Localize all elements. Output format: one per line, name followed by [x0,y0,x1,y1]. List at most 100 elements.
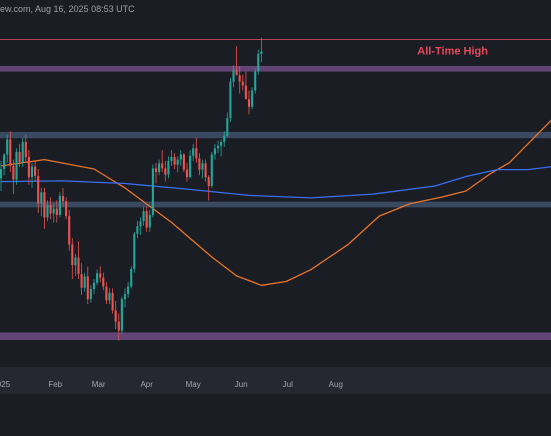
candle [96,269,99,286]
candle [216,140,220,154]
candle [12,159,15,195]
candle [182,153,185,173]
candle [123,288,127,308]
candle-body [142,211,145,222]
candle-body [145,211,148,228]
candle-body [40,192,43,204]
candle [114,301,117,330]
candle-body [173,157,176,165]
candle [61,187,65,207]
candle [238,66,241,94]
candle [235,46,238,76]
candle [24,134,27,163]
candle [145,206,148,232]
candle-body [167,160,170,175]
candle-body [210,154,213,186]
candle [0,160,3,191]
x-tick-label: Mar [92,380,106,389]
candle [260,37,263,63]
candle-body [213,148,216,155]
candle-body [96,273,99,283]
candle-body [182,154,185,170]
candle-body [232,70,235,82]
candle-body [3,154,6,169]
candle [133,231,136,273]
candle-body [238,75,241,82]
candle [247,90,251,115]
candle-body [61,196,65,202]
candle [204,159,207,182]
candle [232,65,235,88]
candle [83,272,86,292]
candle [170,150,173,166]
candle-body [139,221,142,227]
candle [120,296,123,335]
candle-body [21,141,24,163]
x-tick-label: Jun [235,380,248,389]
x-tick-label: 2025 [0,380,11,389]
candle [229,77,232,122]
candle-body [244,85,247,100]
candle [80,263,83,295]
candle-body [260,51,263,54]
candle-body [0,169,3,179]
candle-body [37,175,40,204]
candle [58,192,61,218]
candle [86,266,89,305]
candle [108,288,111,305]
candle-body [189,155,192,178]
candle-body [223,135,226,142]
candle [117,313,120,341]
candle [55,200,58,223]
candle-body [68,216,71,245]
ath-label: All-Time High [417,46,488,58]
candle [244,71,247,100]
moving-averages [0,119,551,286]
candle-body [99,273,102,278]
candle-body [170,157,173,161]
moving-average-blue [0,166,551,199]
candle-body [71,244,74,266]
candle [46,200,49,222]
x-tick-label: Aug [329,380,343,389]
candle-body [12,165,15,180]
candle [21,137,24,168]
candle-body [185,169,189,178]
x-tick-label: Jul [283,380,293,389]
candle [27,150,30,185]
candle-body [207,177,210,186]
candle-body [108,292,111,301]
candle-body [30,166,34,178]
resistance-zone-4 [0,332,551,340]
candle-body [86,276,89,300]
candle [68,209,71,251]
candle-body [198,158,201,170]
candle-body [179,154,182,160]
candle [89,285,92,303]
candle [105,282,108,305]
candle [173,153,176,169]
candle-body [105,286,108,301]
candle [136,221,139,239]
candle [148,209,151,232]
candle-body [247,99,251,107]
candle-body [58,196,61,215]
candle [65,197,68,220]
candle-body [151,168,154,215]
candle [6,134,9,163]
support-zone-2 [0,131,551,139]
candle [139,217,142,235]
candle-body [24,141,27,158]
candle-body [257,53,260,72]
x-tick-label: Feb [48,380,62,389]
candle-body [251,90,254,107]
candle [192,143,195,161]
candle [40,187,43,217]
candle [226,112,229,138]
candle-body [9,139,12,166]
candle [3,153,6,176]
candle-body [164,168,167,175]
candle [151,164,154,218]
